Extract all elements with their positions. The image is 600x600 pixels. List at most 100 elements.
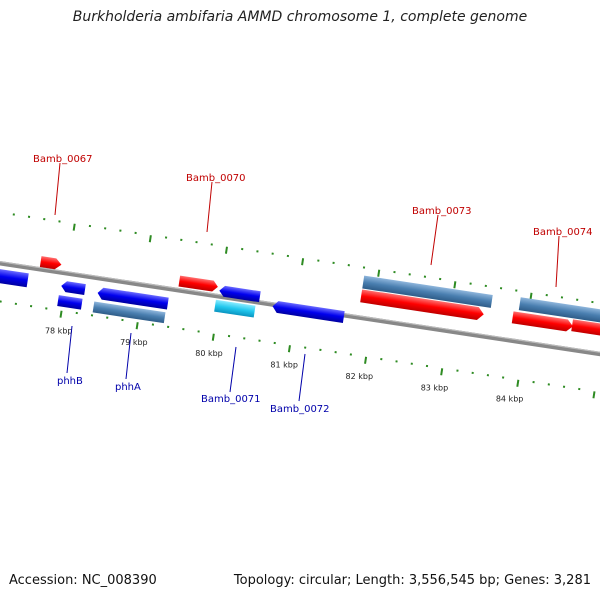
minor-tick: [12, 213, 15, 216]
gene-bamb_0067[interactable]: [39, 256, 62, 270]
minor-tick: [227, 334, 231, 338]
map-title: Burkholderia ambifaria AMMD chromosome 1…: [72, 9, 528, 25]
minor-tick: [347, 264, 350, 267]
minor-tick: [319, 348, 322, 352]
minor-tick: [332, 261, 335, 265]
minor-tick: [471, 371, 474, 375]
minor-tick: [410, 362, 413, 365]
minor-tick: [104, 227, 107, 230]
minor-tick: [75, 311, 78, 315]
gene-bamb_0074-steel[interactable]: [518, 297, 600, 329]
minor-tick: [167, 325, 170, 328]
label-bamb_0072[interactable]: Bamb_0072: [270, 404, 330, 415]
minor-tick: [164, 236, 168, 239]
minor-tick: [562, 385, 566, 388]
gene-left-edge-blue[interactable]: [0, 265, 29, 288]
minor-tick: [560, 296, 564, 299]
label-bamb_0067[interactable]: Bamb_0067: [33, 154, 93, 165]
gene-bamb_0073-red[interactable]: [360, 289, 485, 320]
minor-tick: [258, 339, 261, 342]
gene-labels: Bamb_0067 Bamb_0070 Bamb_0073 Bamb_0074 …: [33, 154, 593, 415]
scale-label: 79 kbp: [120, 338, 148, 347]
scale-label: 83 kbp: [421, 383, 449, 392]
minor-tick: [197, 330, 200, 333]
minor-tick: [180, 238, 183, 241]
major-tick: [453, 281, 457, 289]
minor-tick: [151, 323, 155, 326]
minor-tick: [121, 318, 124, 322]
gene-phhB[interactable]: [57, 295, 83, 310]
minor-tick: [469, 282, 472, 285]
label-bamb_0073[interactable]: Bamb_0073: [412, 206, 472, 217]
gene-forward-right-edge[interactable]: [571, 319, 600, 341]
label-bamb_0074[interactable]: Bamb_0074: [533, 227, 593, 238]
minor-tick: [29, 304, 33, 308]
label-phhA[interactable]: phhA: [115, 382, 141, 393]
minor-tick: [243, 337, 246, 340]
minor-tick: [0, 300, 2, 303]
minor-tick: [499, 287, 503, 290]
minor-tick: [380, 357, 383, 361]
minor-tick: [439, 277, 442, 281]
minor-tick: [58, 220, 61, 223]
minor-tick: [515, 289, 518, 292]
minor-tick: [408, 273, 411, 276]
minor-tick: [362, 266, 366, 269]
minor-tick: [317, 259, 320, 262]
major-tick: [211, 333, 215, 341]
gene-phhA[interactable]: [92, 301, 166, 324]
minor-tick: [304, 346, 307, 349]
gene-phhB-top[interactable]: [60, 280, 86, 295]
gene-bamb_0074-red[interactable]: [511, 311, 574, 332]
scale-label: 81 kbp: [270, 361, 298, 370]
gene-bamb_0072[interactable]: [272, 300, 345, 323]
gene-phhA-blue[interactable]: [97, 287, 169, 310]
scale-label: 80 kbp: [195, 349, 223, 358]
minor-tick: [27, 215, 31, 218]
minor-tick: [425, 364, 429, 368]
minor-tick: [14, 302, 18, 305]
scale-label: 78 kbp: [45, 327, 73, 336]
gene-bamb_0070[interactable]: [178, 275, 218, 293]
minor-tick: [210, 243, 213, 246]
minor-tick: [545, 293, 548, 297]
minor-tick: [349, 353, 353, 356]
minor-tick: [90, 314, 94, 317]
major-tick: [72, 223, 76, 231]
major-tick: [148, 235, 152, 243]
minor-tick: [501, 376, 505, 379]
major-tick: [287, 345, 291, 353]
minor-tick: [456, 369, 459, 372]
inner-tick-track: [0, 300, 596, 399]
major-tick: [301, 258, 305, 266]
minor-tick: [134, 231, 137, 235]
minor-tick: [591, 300, 594, 304]
label-bamb_0071[interactable]: Bamb_0071: [201, 394, 261, 405]
minor-tick: [486, 374, 490, 377]
gene-bamb_0071-blue[interactable]: [219, 285, 261, 303]
minor-tick: [271, 252, 274, 255]
minor-tick: [273, 341, 276, 345]
gene-bamb_0073-steel[interactable]: [362, 275, 493, 308]
accession-text: Accession: NC_008390: [9, 573, 157, 588]
minor-tick: [286, 254, 290, 258]
gene-bamb_0071[interactable]: [214, 299, 256, 318]
minor-tick: [43, 217, 46, 221]
major-tick: [377, 269, 381, 277]
scale-label: 84 kbp: [496, 395, 524, 404]
label-bamb_0070[interactable]: Bamb_0070: [186, 173, 246, 184]
minor-tick: [532, 380, 535, 384]
minor-tick: [576, 298, 579, 301]
major-tick: [529, 292, 533, 300]
minor-tick: [484, 284, 487, 288]
label-phhB[interactable]: phhB: [57, 376, 83, 387]
minor-tick: [88, 224, 92, 228]
minor-tick: [547, 383, 550, 386]
minor-tick: [393, 270, 396, 274]
minor-tick: [195, 241, 198, 244]
minor-tick: [423, 275, 427, 278]
scale-label: 82 kbp: [346, 372, 374, 381]
major-tick: [364, 356, 368, 364]
minor-tick: [256, 250, 259, 253]
outer-tick-track: [12, 213, 594, 304]
